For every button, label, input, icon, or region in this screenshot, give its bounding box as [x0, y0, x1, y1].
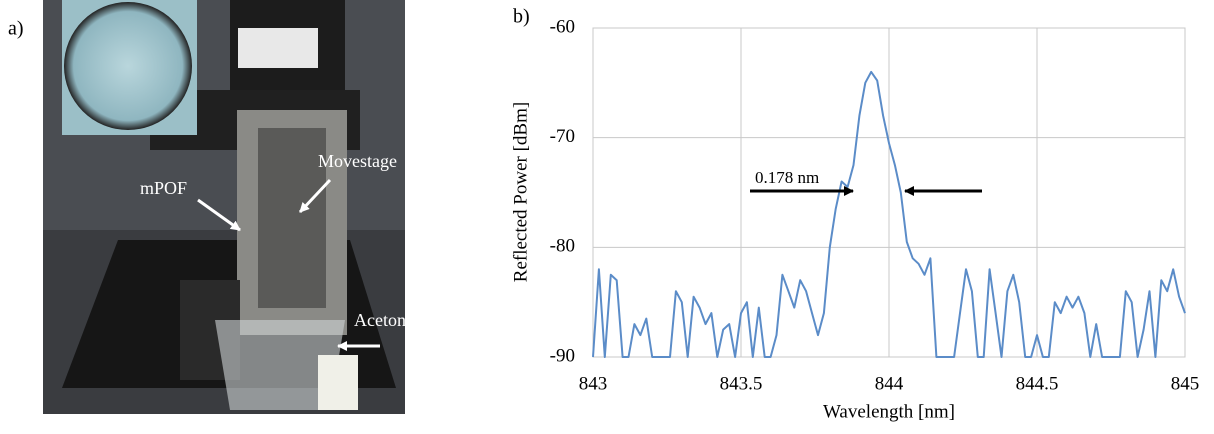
photo-label: Movestage — [318, 151, 397, 171]
movestage-window — [258, 128, 326, 308]
cup — [215, 320, 345, 410]
y-tick-label: -90 — [550, 345, 575, 366]
photo: a) mPOF Movestage Acetone — [8, 0, 414, 414]
plot-frame — [592, 27, 1186, 358]
x-tick-label: 843.5 — [720, 373, 763, 394]
x-tick-label: 843 — [579, 373, 608, 394]
photo-label: Acetone — [354, 310, 414, 330]
x-axis-title: Wavelength [nm] — [823, 401, 955, 422]
fiber-cross-section — [64, 2, 192, 130]
y-tick-label: -60 — [550, 16, 575, 37]
y-axis-title: Reflected Power [dBm] — [510, 102, 531, 282]
arrow — [298, 178, 332, 214]
panel-label: a) — [8, 18, 24, 40]
bottle-label — [318, 355, 358, 410]
y-tick-label: -70 — [550, 126, 575, 147]
arrow — [197, 198, 241, 232]
x-tick-label: 845 — [1171, 373, 1200, 394]
annotation: 0.178 nm — [755, 168, 819, 187]
y-tick-label: -80 — [550, 236, 575, 257]
chart: b) Wavelength [nm] Reflected Power [dBm]… — [510, 6, 1199, 423]
stage-sticker — [238, 28, 318, 68]
x-tick-label: 844.5 — [1016, 373, 1059, 394]
photo-label: mPOF — [140, 178, 187, 198]
x-tick-label: 844 — [875, 373, 904, 394]
panel-label: b) — [513, 6, 530, 28]
spectrum-line — [592, 70, 1186, 358]
